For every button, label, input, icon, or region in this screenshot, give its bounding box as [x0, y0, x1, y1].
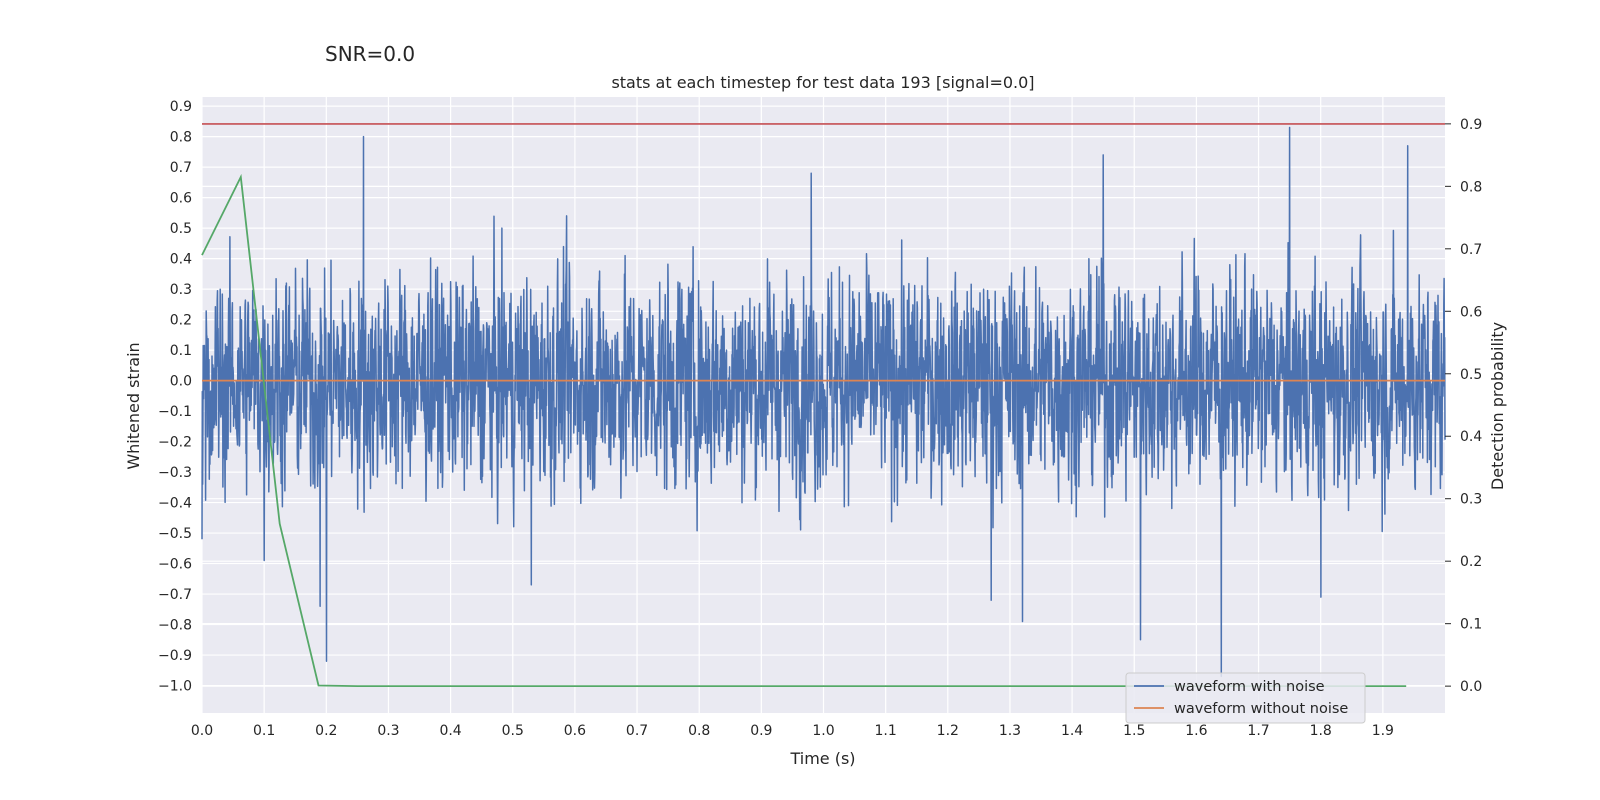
detection-probability-line — [201, 173, 1407, 687]
x-tick-label: 1.3 — [999, 723, 1021, 739]
y-axis-label: Whitened strain — [124, 342, 143, 469]
y-tick-label: −0.2 — [158, 435, 192, 451]
y-tick-labels: 0.9 0.8 0.7 0.6 0.5 0.4 0.3 0.2 0.1 0.0 −0.1 −0.2 −0… — [158, 99, 192, 694]
y-tick-label: −0.3 — [158, 465, 192, 481]
y-tick-label: 0.1 — [170, 343, 192, 359]
y-tick-label: −0.1 — [158, 404, 192, 420]
x-tick-label: 0.6 — [564, 723, 586, 739]
y2-tick-label: 0.8 — [1460, 179, 1482, 195]
y2-tick-label: 0.3 — [1460, 492, 1482, 508]
x-tick-labels: 0.0 0.1 0.2 0.3 0.4 0.5 0.6 0.7 0.8 0.9 1.0 1.1 1.2 1… — [191, 723, 1394, 739]
x-tick-label: 0.9 — [750, 723, 772, 739]
x-tick-label: 1.5 — [1123, 723, 1145, 739]
y-tick-label: 0.4 — [170, 252, 192, 268]
y-tick-label: 0.5 — [170, 221, 192, 237]
y-tick-label: −0.4 — [158, 496, 192, 512]
x-tick-label: 0.4 — [439, 723, 461, 739]
x-tick-label: 1.9 — [1372, 723, 1394, 739]
y-tick-label: −0.5 — [158, 526, 192, 542]
x-tick-label: 0.8 — [688, 723, 710, 739]
y-tick-label: −0.9 — [158, 648, 192, 664]
x-tick-label: 0.3 — [377, 723, 399, 739]
y-tick-label: −0.7 — [158, 587, 192, 603]
legend-box — [1125, 672, 1366, 724]
y2-tick-label: 0.6 — [1460, 304, 1482, 320]
y2-tick-label: 0.2 — [1460, 554, 1482, 570]
chart-title: stats at each timestep for test data 193… — [611, 73, 1034, 92]
y2-tick-label: 0.5 — [1460, 367, 1482, 383]
x-tick-label: 1.6 — [1185, 723, 1207, 739]
series-detection-probability — [201, 173, 1407, 687]
y-tick-label: 0.3 — [170, 282, 192, 298]
waveform-with-noise-line — [201, 126, 1446, 678]
y2-tick-label: 0.9 — [1460, 117, 1482, 133]
y2-tick-label: 0.1 — [1460, 617, 1482, 633]
legend-label-noise: waveform with noise — [1174, 679, 1325, 695]
y-tick-label: 0.8 — [170, 130, 192, 146]
x-tick-label: 1.7 — [1247, 723, 1269, 739]
legend-label-clean: waveform without noise — [1174, 701, 1348, 717]
x-tick-label: 1.1 — [875, 723, 897, 739]
x-tick-label: 1.2 — [937, 723, 959, 739]
x-tick-label: 0.1 — [253, 723, 275, 739]
series-waveform-with-noise — [201, 126, 1446, 678]
y2-tick-labels: 0.9 0.8 0.7 0.6 0.5 0.4 0.3 0.2 0.1 0.0 — [1445, 117, 1482, 695]
y2-tick-label: 0.7 — [1460, 242, 1482, 258]
x-tick-label: 0.7 — [626, 723, 648, 739]
y-tick-label: 0.2 — [170, 313, 192, 329]
y2-tick-label: 0.0 — [1460, 679, 1482, 695]
x-tick-label: 1.0 — [812, 723, 834, 739]
x-tick-label: 1.8 — [1310, 723, 1332, 739]
y-tick-label: −0.6 — [158, 557, 192, 573]
suptitle: SNR=0.0 — [325, 42, 415, 66]
x-axis-label: Time (s) — [789, 749, 855, 768]
x-tick-label: 0.0 — [191, 723, 213, 739]
x-tick-label: 0.2 — [315, 723, 337, 739]
y-tick-label: 0.7 — [170, 160, 192, 176]
y-tick-label: −0.8 — [158, 618, 192, 634]
y2-axis-label: Detection probability — [1488, 322, 1507, 490]
x-tick-label: 1.4 — [1061, 723, 1083, 739]
y2-tick-label: 0.4 — [1460, 429, 1482, 445]
legend: waveform with noise waveform without noi… — [1125, 672, 1366, 724]
y-tick-label: 0.6 — [170, 191, 192, 207]
x-tick-label: 0.5 — [502, 723, 524, 739]
y-tick-label: −1.0 — [158, 679, 192, 695]
y-tick-label: 0.9 — [170, 99, 192, 115]
y-tick-label: 0.0 — [170, 374, 192, 390]
